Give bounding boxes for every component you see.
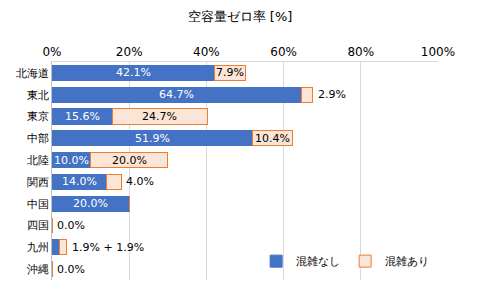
svg-text:10.4%: 10.4% [255, 132, 290, 145]
svg-text:15.6%: 15.6% [65, 110, 100, 123]
svg-text:0%: 0% [42, 45, 61, 59]
svg-text:中部: 中部 [27, 132, 49, 145]
svg-text:九州: 九州 [27, 241, 49, 254]
svg-text:2.9%: 2.9% [318, 88, 346, 101]
svg-text:四国: 四国 [27, 219, 49, 232]
svg-text:4.0%: 4.0% [126, 175, 154, 188]
svg-text:中国: 中国 [27, 198, 49, 211]
svg-text:7.9%: 7.9% [216, 66, 244, 79]
svg-text:1.9% + 1.9%: 1.9% + 1.9% [72, 241, 144, 254]
svg-text:北海道: 北海道 [16, 67, 49, 80]
svg-text:東京: 東京 [27, 110, 49, 123]
svg-text:10.0%: 10.0% [54, 154, 89, 167]
svg-text:20%: 20% [116, 45, 143, 59]
svg-text:14.0%: 14.0% [62, 175, 97, 188]
svg-text:沖縄: 沖縄 [27, 263, 49, 276]
svg-text:80%: 80% [347, 45, 374, 59]
svg-text:混雑あり: 混雑あり [385, 255, 429, 268]
svg-text:関西: 関西 [27, 176, 49, 189]
svg-text:混雑なし: 混雑なし [296, 255, 340, 268]
svg-text:42.1%: 42.1% [116, 66, 151, 79]
svg-text:100%: 100% [421, 45, 455, 59]
svg-text:0.0%: 0.0% [57, 219, 85, 232]
svg-text:20.0%: 20.0% [112, 154, 147, 167]
svg-text:0.0%: 0.0% [57, 263, 85, 276]
svg-text:60%: 60% [270, 45, 297, 59]
svg-text:20.0%: 20.0% [73, 197, 108, 210]
svg-text:東北: 東北 [27, 89, 49, 102]
svg-text:空容量ゼロ率 [%]: 空容量ゼロ率 [%] [188, 9, 293, 24]
svg-text:北陸: 北陸 [27, 154, 49, 167]
svg-text:51.9%: 51.9% [135, 132, 170, 145]
svg-text:64.7%: 64.7% [159, 88, 194, 101]
svg-text:40%: 40% [193, 45, 220, 59]
svg-text:24.7%: 24.7% [142, 110, 177, 123]
